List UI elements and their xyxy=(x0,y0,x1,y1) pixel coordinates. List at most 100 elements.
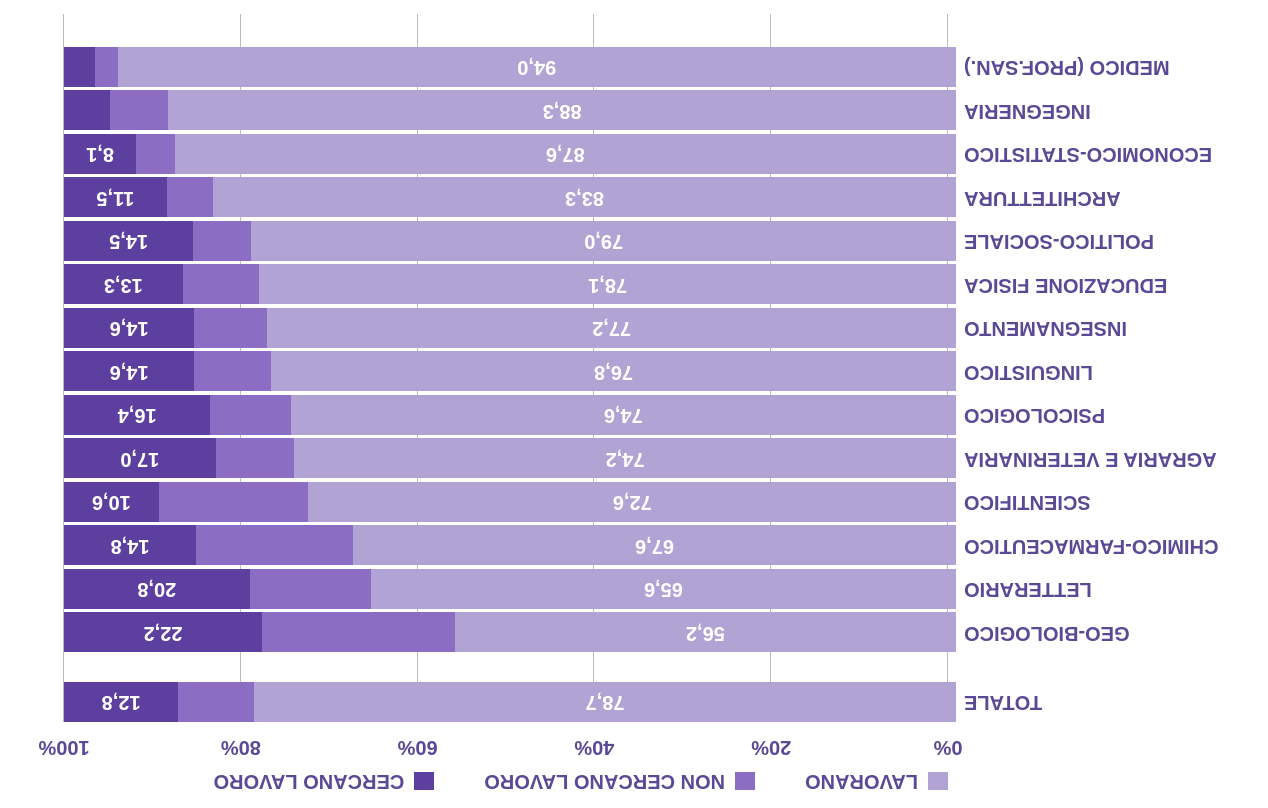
bar-segment: 72,6 xyxy=(308,482,956,522)
bar-track: 79,0 14,5 xyxy=(64,221,956,261)
bar-segment: 20,8 xyxy=(64,569,250,609)
bar-segment xyxy=(64,47,95,87)
row-label: EDUCAZIONE FISICA xyxy=(956,273,1268,296)
bar-value: 14,5 xyxy=(109,230,148,253)
row: INGEGNERIA88,3 xyxy=(64,91,1268,131)
row: LINGUISTICO76,8 14,6 xyxy=(64,352,1268,392)
legend-swatch xyxy=(735,772,755,790)
bar-value: 13,3 xyxy=(104,273,143,296)
bar-segment xyxy=(194,352,271,392)
bar-value: 14,6 xyxy=(110,360,149,383)
x-axis: 0%20%40%60%80%100% xyxy=(64,728,948,758)
row: CHIMICO-FARMACEUTICO67,614,8 xyxy=(64,526,1268,566)
bar-segment: 94,0 xyxy=(118,47,956,87)
row: SCIENTIFICO 72,6 10,6 xyxy=(64,482,1268,522)
bar-value: 16,4 xyxy=(118,404,157,427)
legend-item: CERCANO LAVORO xyxy=(214,770,435,793)
bar-value: 14,8 xyxy=(111,534,150,557)
bar-segment xyxy=(210,395,290,435)
axis-tick: 40% xyxy=(574,735,614,758)
bar-segment xyxy=(178,682,254,722)
row-label: AGRARIA E VETERINARIA xyxy=(956,447,1268,470)
bar-value: 83,3 xyxy=(565,186,604,209)
row: EDUCAZIONE FISICA 78,1 13,3 xyxy=(64,265,1268,305)
bar-track: 65,6 20,8 xyxy=(64,569,956,609)
row-label: SCIENTIFICO xyxy=(956,491,1268,514)
row: PSICOLOGICO74,6 16,4 xyxy=(64,395,1268,435)
bar-value: 10,6 xyxy=(92,491,131,514)
row-label: PSICOLOGICO xyxy=(956,404,1268,427)
row-label: LINGUISTICO xyxy=(956,360,1268,383)
bar-value: 79,0 xyxy=(584,230,623,253)
bar-segment xyxy=(95,47,117,87)
bar-segment xyxy=(159,482,309,522)
row-label: MEDICO (PROF.SAN.) xyxy=(956,56,1268,79)
row-total: TOTALE 78,7 12,8 xyxy=(64,682,1268,722)
legend-label: CERCANO LAVORO xyxy=(214,770,405,793)
row-label: ARCHITETTURA xyxy=(956,186,1268,209)
bar-value: 22,2 xyxy=(144,621,183,644)
bar-segment: 14,6 xyxy=(64,352,194,392)
bar-segment: 14,5 xyxy=(64,221,193,261)
bar-segment xyxy=(250,569,371,609)
bar-track: 87,6 8,1 xyxy=(64,134,956,174)
bar-value: 56,2 xyxy=(686,621,725,644)
legend-item: LAVORANO xyxy=(805,770,948,793)
bar-segment: 67,6 xyxy=(353,526,956,566)
row: GEO-BIOLOGICO56,222,2 xyxy=(64,613,1268,653)
bar-track: 67,6 14,8 xyxy=(64,526,956,566)
bar-value: 78,7 xyxy=(586,691,625,714)
bar-track: 74,6 16,4 xyxy=(64,395,956,435)
bar-track: 74,217,0 xyxy=(64,439,956,479)
row-label: INSEGNAMENTO xyxy=(956,317,1268,340)
bar-segment xyxy=(110,91,168,131)
bar-value: 88,3 xyxy=(543,99,582,122)
axis-tick: 20% xyxy=(751,735,791,758)
bar-segment: 12,8 xyxy=(64,682,178,722)
bar-value: 78,1 xyxy=(588,273,627,296)
bar-value: 67,6 xyxy=(635,534,674,557)
row-label: LETTERARIO xyxy=(956,578,1268,601)
row-label: ECONOMICO-STATISTICO xyxy=(956,143,1268,166)
bar-segment: 14,8 xyxy=(64,526,196,566)
row-label: POLITICO-SOCIALE xyxy=(956,230,1268,253)
row: ECONOMICO-STATISTICO 87,6 8,1 xyxy=(64,134,1268,174)
row: INSEGNAMENTO 77,2 14,6 xyxy=(64,308,1268,348)
bar-segment: 87,6 xyxy=(175,134,956,174)
bar-segment: 8,1 xyxy=(64,134,136,174)
bar-segment: 13,3 xyxy=(64,265,183,305)
bar-value: 72,6 xyxy=(613,491,652,514)
bar-segment xyxy=(136,134,174,174)
bar-value: 20,8 xyxy=(137,578,176,601)
bar-value: 8,1 xyxy=(86,143,114,166)
bar-segment xyxy=(167,178,213,218)
bar-segment: 16,4 xyxy=(64,395,210,435)
legend: LAVORANO NON CERCANO LAVORO CERCANO LAVORO xyxy=(60,766,948,796)
bar-segment: 79,0 xyxy=(251,221,956,261)
bar-segment xyxy=(193,221,251,261)
bar-track: 78,7 12,8 xyxy=(64,682,956,722)
bar-segment: 78,7 xyxy=(254,682,956,722)
bar-segment: 78,1 xyxy=(259,265,956,305)
bar-value: 12,8 xyxy=(102,691,141,714)
bar-value: 14,6 xyxy=(110,317,149,340)
bar-value: 94,0 xyxy=(517,56,556,79)
row-label: TOTALE xyxy=(956,691,1268,714)
bar-segment: 10,6 xyxy=(64,482,159,522)
legend-label: NON CERCANO LAVORO xyxy=(484,770,725,793)
bar-segment xyxy=(216,439,294,479)
bar-value: 65,6 xyxy=(644,578,683,601)
bar-value: 87,6 xyxy=(546,143,585,166)
axis-tick: 60% xyxy=(398,735,438,758)
bar-segment: 76,8 xyxy=(271,352,956,392)
bar-track: 76,8 14,6 xyxy=(64,352,956,392)
bar-segment: 74,6 xyxy=(291,395,956,435)
axis-tick: 80% xyxy=(221,735,261,758)
bar-value: 77,2 xyxy=(592,317,631,340)
bar-segment xyxy=(183,265,260,305)
axis-tick: 0% xyxy=(934,735,963,758)
legend-swatch xyxy=(414,772,434,790)
row: LETTERARIO 65,6 20,8 xyxy=(64,569,1268,609)
row: AGRARIA E VETERINARIA74,217,0 xyxy=(64,439,1268,479)
legend-item: NON CERCANO LAVORO xyxy=(484,770,755,793)
